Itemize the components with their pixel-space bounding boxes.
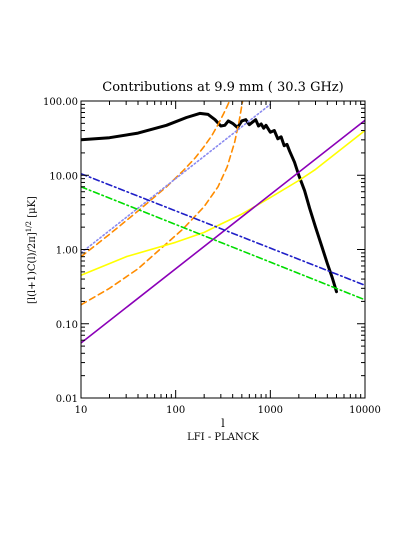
y-tick-label: 0.01 [56, 394, 78, 405]
series-line-7 [81, 186, 365, 301]
y-tick-label: 100.00 [43, 97, 78, 108]
y-tick-label: 1.00 [56, 246, 78, 257]
series-line-1 [81, 101, 231, 258]
y-tick-label: 10.00 [49, 171, 78, 182]
series-line-2 [81, 101, 244, 306]
series-line-4 [81, 129, 365, 277]
series-line-6 [81, 172, 365, 287]
chart-title: Contributions at 9.9 mm ( 30.3 GHz) [102, 80, 343, 95]
series-layer [81, 101, 365, 344]
series-line-3 [81, 103, 272, 254]
series-line-5 [81, 119, 365, 344]
series-line-0 [81, 111, 338, 294]
x-tick-label: 10000 [349, 405, 381, 416]
y-tick-label: 0.10 [56, 320, 78, 331]
x-tick-label: 10 [75, 405, 88, 416]
x-tick-label: 1000 [258, 405, 283, 416]
ticks-layer: 10 100 1000 10000 0.01 0.10 1.00 10.00 100.00 [43, 97, 381, 416]
y-axis-label: [l(l+1)C(l)/2π]1/2 [μK] [25, 196, 38, 304]
x-axis-label: l [221, 417, 225, 430]
x-tick-label: 100 [166, 405, 185, 416]
x-axis-sublabel: LFI - PLANCK [187, 432, 259, 443]
